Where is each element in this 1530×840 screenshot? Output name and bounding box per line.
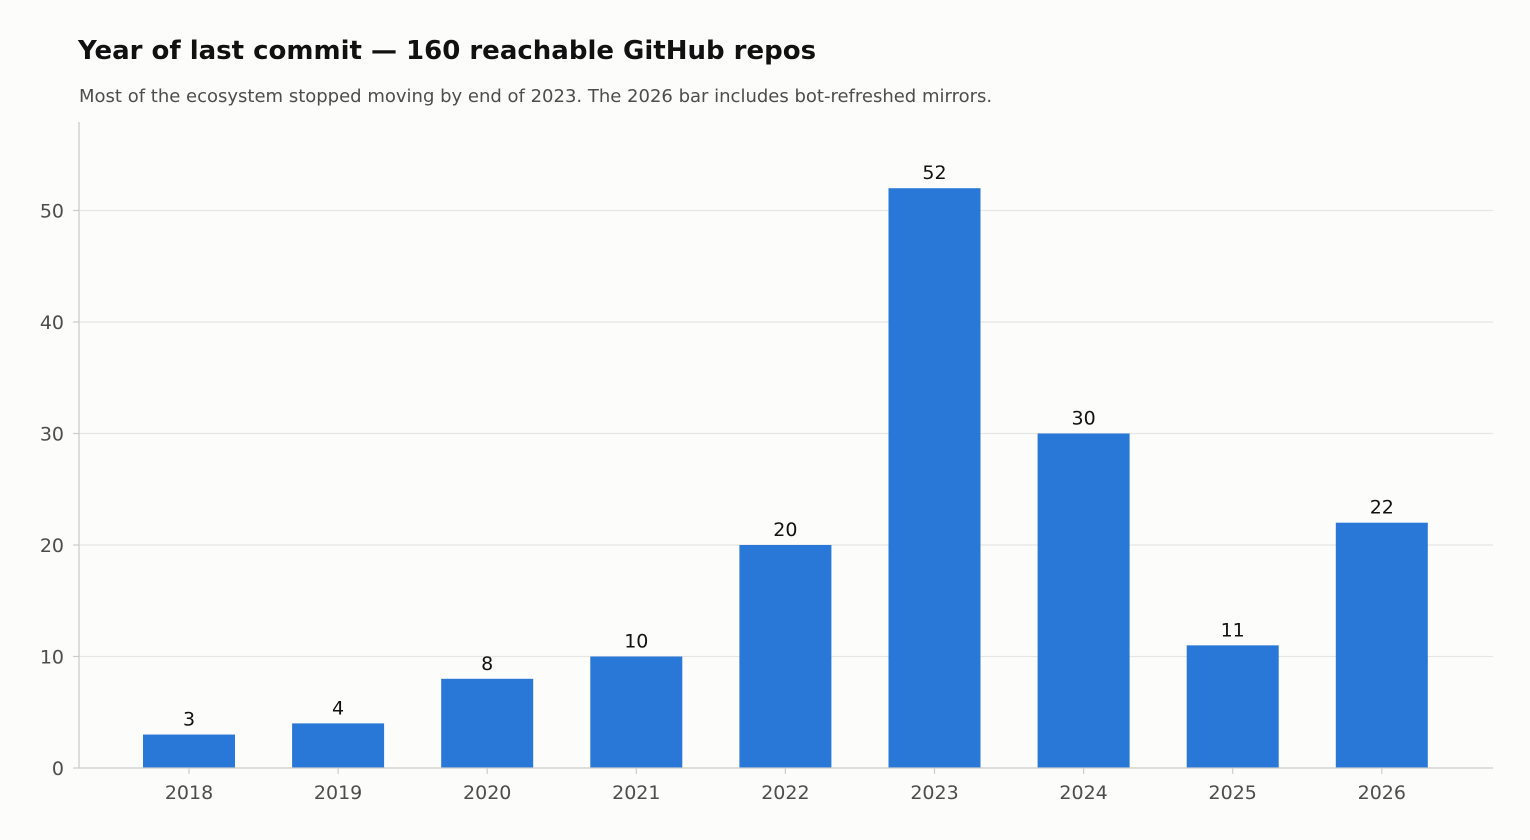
labels: 0 10 20 30 40 50 2018 3 2019 4 2020 8 2021 10 2022 20 20… (40, 162, 1406, 804)
data-label-2018: 3 (183, 709, 195, 731)
data-label-2020: 8 (481, 653, 493, 675)
axes (73, 122, 1493, 774)
data-label-2022: 20 (773, 519, 797, 541)
x-tick-label-2021: 2021 (612, 782, 660, 804)
bars (143, 188, 1428, 768)
y-tick-label-20: 20 (40, 535, 64, 557)
data-label-2021: 10 (624, 631, 648, 653)
x-tick-label-2024: 2024 (1059, 782, 1107, 804)
bar-2023 (888, 188, 981, 768)
y-tick-label-30: 30 (40, 424, 64, 446)
bar-2022 (739, 545, 832, 768)
y-tick-label-0: 0 (52, 758, 64, 780)
bar-2020 (441, 678, 534, 768)
bar-2019 (292, 723, 385, 768)
chart-title: Year of last commit — 160 reachable GitH… (78, 36, 817, 66)
y-tick-label-40: 40 (40, 312, 64, 334)
x-tick-label-2018: 2018 (165, 782, 213, 804)
bar-2018 (143, 734, 235, 768)
x-tick-label-2025: 2025 (1209, 782, 1257, 804)
bar-2025 (1186, 645, 1279, 768)
x-tick-label-2020: 2020 (463, 782, 511, 804)
bar-2021 (590, 656, 683, 768)
chart-subtitle: Most of the ecosystem stopped moving by … (79, 86, 993, 107)
x-tick-label-2026: 2026 (1358, 782, 1406, 804)
data-label-2024: 30 (1072, 408, 1096, 430)
x-tick-label-2019: 2019 (314, 782, 362, 804)
x-tick-label-2022: 2022 (761, 782, 809, 804)
x-tick-label-2023: 2023 (910, 782, 958, 804)
bar-2026 (1335, 522, 1428, 768)
y-tick-label-10: 10 (40, 647, 64, 669)
data-label-2019: 4 (332, 697, 344, 719)
data-label-2026: 22 (1370, 497, 1394, 519)
data-label-2023: 52 (922, 162, 946, 184)
data-label-2025: 11 (1221, 619, 1245, 641)
bar-2024 (1037, 433, 1130, 768)
y-tick-label-50: 50 (40, 201, 64, 223)
